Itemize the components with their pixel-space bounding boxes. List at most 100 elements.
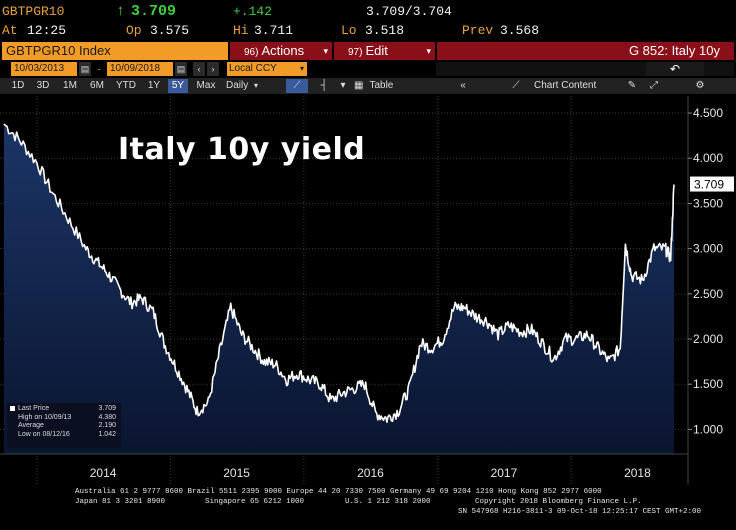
legend-swatch: [10, 405, 15, 411]
settings-gear-icon[interactable]: ⚙: [695, 80, 705, 91]
start-date-input[interactable]: 10/03/2013: [11, 62, 77, 76]
actions-label: Actions: [261, 43, 305, 58]
chevron-right-icon[interactable]: ›: [207, 62, 219, 76]
currency-label: Local CCY: [229, 63, 277, 74]
toolbar-row-1: GBTPGR10 Index 96) Actions ▾ 97) Edit ▾ G …: [0, 42, 736, 60]
legend-row-high: High on 10/09/13 4.380: [10, 414, 118, 423]
chevron-down-icon: ▾: [254, 81, 259, 90]
y-tick-label: 4.500: [693, 106, 723, 120]
x-tick-label: 2017: [491, 466, 518, 480]
toolbar-row-2: 10/03/2013 ▤ - 10/09/2018 ▤ ‹ › Local CC…: [0, 62, 736, 77]
legend-value: 1.042: [98, 430, 116, 438]
prev-label: Prev: [462, 23, 494, 38]
last-value-box: [690, 176, 734, 192]
date-separator: -: [93, 62, 105, 76]
chevron-down-icon: ▾: [426, 46, 431, 56]
chevron-down-icon: ▾: [299, 64, 304, 73]
calendar-icon[interactable]: ▤: [79, 62, 91, 76]
period-1y-button[interactable]: 1Y: [147, 80, 161, 91]
security-input[interactable]: GBTPGR10 Index: [2, 42, 228, 60]
legend-label: High on 10/09/13: [18, 413, 72, 421]
calendar-icon[interactable]: ▤: [175, 62, 187, 76]
chevron-down-icon: ▾: [323, 46, 328, 56]
chart-content-button[interactable]: Chart Content: [534, 80, 597, 91]
bar-chart-icon[interactable]: ┤: [320, 80, 328, 91]
period-ytd-button[interactable]: YTD: [116, 80, 136, 91]
quote-header: GBTPGR10 ↑ 3.709 +.142 3.709/3.704 At 12…: [0, 0, 736, 40]
footer-session-info: SN 547968 H216-3811-3 09-Oct-18 12:25:17…: [458, 508, 702, 516]
footer-contacts-us: U.S. 1 212 318 2000: [345, 498, 431, 506]
period-1d-button[interactable]: 1D: [11, 80, 25, 91]
period-1m-button[interactable]: 1M: [63, 80, 77, 91]
y-tick-label: 1.000: [693, 422, 723, 436]
legend-value: 4.380: [98, 413, 116, 421]
edit-label: Edit: [365, 43, 388, 58]
y-tick-label: 1.500: [693, 377, 723, 391]
line-chart-icon[interactable]: ⟋: [286, 79, 308, 93]
period-5y-button[interactable]: 5Y: [168, 79, 188, 93]
legend-value: 2.190: [98, 422, 116, 430]
open-value: 3.575: [150, 23, 190, 38]
chart-type-chevron-icon[interactable]: ▾: [340, 80, 346, 91]
frequency-label: Daily: [226, 80, 249, 91]
frequency-select[interactable]: Daily ▾: [226, 79, 258, 93]
edit-number: 97): [348, 47, 363, 58]
undo-button[interactable]: ↶: [646, 62, 704, 76]
security-title: G 852: Italy 10y: [437, 42, 734, 60]
table-label: Table: [369, 80, 394, 91]
last-arrow-icon: ↑: [116, 3, 126, 20]
legend-label: Last Price: [18, 405, 50, 412]
table-button[interactable]: ▦ Table: [354, 79, 393, 93]
x-tick-label: 2015: [223, 466, 250, 480]
footer-copyright: Copyright 2018 Bloomberg Finance L.P.: [475, 498, 642, 506]
legend-row-last-price: Last Price 3.709: [10, 405, 118, 414]
period-max-button[interactable]: Max: [196, 80, 216, 91]
actions-number: 96): [244, 47, 259, 58]
y-axis: 4.500 4.000 3.500 3.000 2.500 2.000 1.500 1.000: [687, 96, 723, 488]
x-tick-label: 2018: [624, 466, 651, 480]
edit-pencil-icon[interactable]: ✎: [627, 80, 637, 91]
series-line: [3, 123, 675, 423]
x-axis: 2014 2015 2016 2017 2018: [0, 453, 688, 480]
bid-ask: 3.709/3.704: [366, 4, 452, 19]
legend-value: 3.709: [98, 405, 116, 412]
y-tick-label: 3.000: [693, 242, 723, 256]
low-value: 3.518: [365, 23, 405, 38]
legend-label: Low on 08/12/16: [18, 430, 70, 438]
y-tick-label: 3.500: [693, 196, 723, 210]
currency-select[interactable]: Local CCY ▾: [227, 62, 307, 76]
edit-menu-button[interactable]: 97) Edit ▾: [334, 42, 435, 60]
chart-content-icon: ⟋: [512, 80, 520, 91]
toolbar-row-3: 1D 3D 1M 6M YTD 1Y 5Y Max Daily ▾ ⟋ ┤ ▾ …: [0, 78, 736, 94]
x-tick-label: 2016: [357, 466, 384, 480]
high-label: Hi: [233, 23, 249, 38]
high-value: 3.711: [254, 23, 294, 38]
ticker-symbol: GBTPGR10: [2, 4, 65, 19]
end-date-input[interactable]: 10/09/2018: [107, 62, 173, 76]
footer-contacts-line-1: Australia 61 2 9777 8600 Brazil 5511 239…: [75, 488, 602, 496]
at-label: At: [2, 23, 18, 38]
y-tick-label: 2.000: [693, 332, 723, 346]
open-label: Op: [126, 23, 142, 38]
footer: Australia 61 2 9777 8600 Brazil 5511 239…: [0, 484, 736, 530]
legend-label: Average: [18, 422, 44, 430]
footer-contacts-singapore: Singapore 65 6212 1000: [205, 498, 305, 506]
at-time: 12:25: [27, 23, 67, 38]
low-label: Lo: [341, 23, 357, 38]
period-6m-button[interactable]: 6M: [90, 80, 104, 91]
last-value-marker: 3.709: [690, 176, 734, 192]
price-change: +.142: [233, 4, 273, 19]
footer-contacts-japan: Japan 81 3 3201 8900: [75, 498, 166, 506]
period-3d-button[interactable]: 3D: [36, 80, 50, 91]
prev-value: 3.568: [500, 23, 540, 38]
collapse-icon[interactable]: «: [460, 80, 466, 91]
last-value-label: 3.709: [694, 178, 724, 192]
chevron-left-icon[interactable]: ‹: [193, 62, 205, 76]
legend-row-average: Average 2.190: [10, 422, 118, 431]
x-tick-label: 2014: [90, 466, 117, 480]
expand-icon[interactable]: ⤢: [650, 80, 658, 91]
chart-title: Italy 10y yield: [118, 132, 366, 167]
yield-chart[interactable]: 4.500 4.000 3.500 3.000 2.500 2.000 1.500 1.000…: [0, 96, 736, 488]
actions-menu-button[interactable]: 96) Actions ▾: [230, 42, 332, 60]
last-price: 3.709: [131, 3, 177, 20]
